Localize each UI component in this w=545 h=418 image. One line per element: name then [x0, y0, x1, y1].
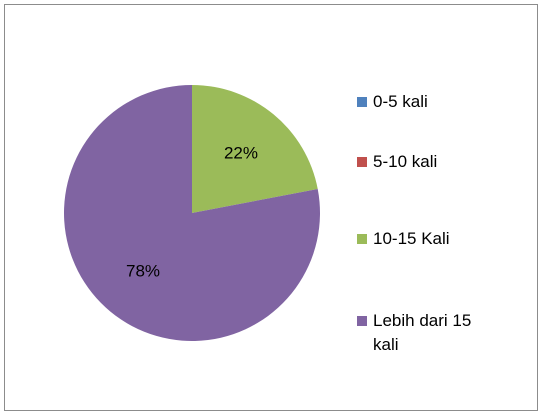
legend-label: 10-15 Kali [373, 229, 450, 248]
legend-label: 0-5 kali [373, 92, 428, 111]
legend-swatch [357, 97, 367, 107]
legend-item: Lebih dari 15 kali [357, 309, 487, 357]
data-label: 22% [224, 143, 258, 162]
legend-swatch [357, 316, 367, 326]
legend-label: Lebih dari 15 kali [373, 311, 472, 354]
legend-swatch [357, 157, 367, 167]
data-label: 78% [126, 262, 160, 281]
pie-slice [192, 85, 318, 213]
pie-slice [63, 85, 320, 341]
legend-label: 5-10 kali [373, 152, 438, 171]
legend-item: 0-5 kali [357, 90, 487, 114]
legend-swatch [357, 234, 367, 244]
chart-frame [4, 4, 538, 411]
legend-item: 5-10 kali [357, 150, 487, 174]
legend-item: 10-15 Kali [357, 227, 487, 251]
